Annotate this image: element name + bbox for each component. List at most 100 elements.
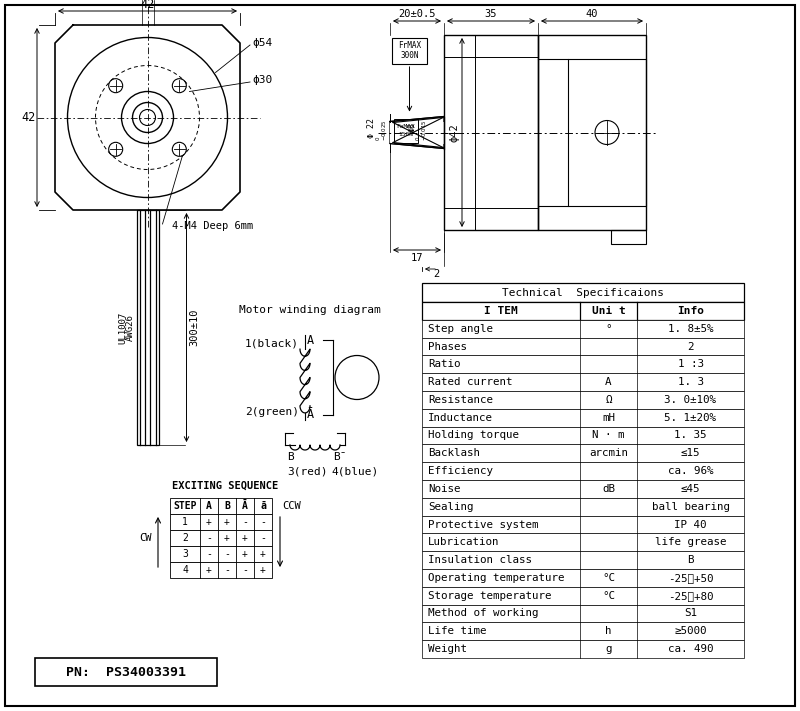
Text: 35: 35: [485, 9, 498, 19]
Bar: [611, 230, 646, 244]
Text: -25～+50: -25～+50: [668, 573, 714, 583]
Text: Backlash: Backlash: [428, 449, 480, 459]
Text: AWG26: AWG26: [126, 314, 135, 341]
Text: Motor winding diagram: Motor winding diagram: [239, 305, 381, 315]
Text: +: +: [242, 549, 248, 559]
Text: 3: 3: [182, 549, 188, 559]
Text: arcmin: arcmin: [589, 449, 628, 459]
Bar: [538, 35, 646, 230]
Bar: [422, 356, 744, 373]
Text: °C: °C: [602, 573, 615, 583]
Text: life grease: life grease: [654, 538, 726, 547]
Bar: [422, 283, 744, 302]
Text: B: B: [224, 501, 230, 511]
Text: UL1007: UL1007: [118, 311, 127, 343]
Bar: [392, 38, 427, 64]
Text: 17: 17: [410, 253, 423, 263]
Text: Rated current: Rated current: [428, 377, 513, 387]
Text: -: -: [206, 549, 212, 559]
Text: Inductance: Inductance: [428, 412, 493, 423]
Bar: [422, 533, 744, 551]
Text: 3(red): 3(red): [287, 466, 327, 476]
Text: dB: dB: [602, 484, 615, 494]
Text: 300±10: 300±10: [190, 309, 199, 346]
Text: ≤45: ≤45: [681, 484, 700, 494]
Bar: [422, 427, 744, 444]
Text: 2: 2: [182, 533, 188, 543]
Text: Resistance: Resistance: [428, 395, 493, 405]
Text: ca. 490: ca. 490: [668, 644, 714, 654]
Text: Storage temperature: Storage temperature: [428, 591, 551, 601]
Text: -: -: [224, 549, 230, 559]
Bar: [170, 546, 272, 562]
Text: S1: S1: [684, 609, 697, 619]
Text: 4(blue): 4(blue): [331, 466, 378, 476]
Bar: [422, 338, 744, 356]
Text: B: B: [286, 452, 294, 462]
Bar: [422, 302, 744, 320]
Text: -: -: [224, 565, 230, 575]
Text: PN:  PS34003391: PN: PS34003391: [66, 665, 186, 678]
Text: Protective system: Protective system: [428, 520, 538, 530]
Text: ϕ54: ϕ54: [252, 38, 272, 48]
Text: 5. 1±20%: 5. 1±20%: [665, 412, 717, 423]
Bar: [170, 562, 272, 578]
Text: Step angle: Step angle: [428, 324, 493, 333]
Text: Lubrication: Lubrication: [428, 538, 499, 547]
Text: h: h: [606, 626, 612, 636]
Text: 42: 42: [22, 111, 36, 124]
Text: 2(green): 2(green): [245, 407, 299, 417]
Text: 2: 2: [433, 269, 439, 279]
Text: °: °: [606, 324, 612, 333]
Bar: [422, 622, 744, 640]
Text: 1(black): 1(black): [245, 338, 299, 348]
Bar: [422, 409, 744, 427]
Text: 40: 40: [586, 9, 598, 19]
Text: +: +: [206, 517, 212, 527]
Text: mH: mH: [602, 412, 615, 423]
Text: ā: ā: [260, 501, 266, 511]
Text: Efficiency: Efficiency: [428, 466, 493, 476]
Text: Holding torque: Holding torque: [428, 430, 519, 441]
Text: Weight: Weight: [428, 644, 467, 654]
Text: Sealing: Sealing: [428, 502, 474, 512]
Text: Uni t: Uni t: [592, 306, 626, 316]
Text: Operating temperature: Operating temperature: [428, 573, 565, 583]
Text: ϕ42: ϕ42: [449, 123, 459, 142]
Text: Ratio: Ratio: [428, 359, 461, 369]
Text: A: A: [206, 501, 212, 511]
Text: -: -: [260, 517, 266, 527]
Text: +: +: [224, 533, 230, 543]
Text: 1: 1: [182, 517, 188, 527]
Bar: [422, 569, 744, 587]
Text: g: g: [606, 644, 612, 654]
Text: -: -: [242, 517, 248, 527]
Text: Φ8: Φ8: [407, 122, 417, 132]
Text: -25～+80: -25～+80: [668, 591, 714, 601]
Text: $^{0}_{-0.015}$: $^{0}_{-0.015}$: [414, 120, 430, 141]
Text: 42: 42: [140, 0, 154, 11]
Text: ≥5000: ≥5000: [674, 626, 706, 636]
Bar: [422, 515, 744, 533]
Bar: [422, 462, 744, 480]
Bar: [422, 604, 744, 622]
Text: FaMAX: FaMAX: [397, 124, 415, 129]
Text: Ω: Ω: [606, 395, 612, 405]
Text: 300N: 300N: [400, 51, 418, 60]
Text: $7^{\,0}_{-0.1}$: $7^{\,0}_{-0.1}$: [162, 0, 186, 2]
Text: +: +: [224, 517, 230, 527]
Bar: [390, 122, 444, 144]
Text: 3. 0±10%: 3. 0±10%: [665, 395, 717, 405]
Text: 1. 8±5%: 1. 8±5%: [668, 324, 714, 333]
Text: STEP: STEP: [174, 501, 197, 511]
Text: A: A: [307, 333, 314, 346]
Text: ϕ30: ϕ30: [252, 75, 272, 85]
Bar: [422, 320, 744, 338]
Bar: [444, 35, 538, 230]
Text: 20±0.5: 20±0.5: [398, 9, 436, 19]
Bar: [170, 498, 272, 514]
Text: Technical  Specificaions: Technical Specificaions: [502, 287, 664, 297]
Bar: [422, 480, 744, 498]
Text: ca. 96%: ca. 96%: [668, 466, 714, 476]
Bar: [170, 530, 272, 546]
